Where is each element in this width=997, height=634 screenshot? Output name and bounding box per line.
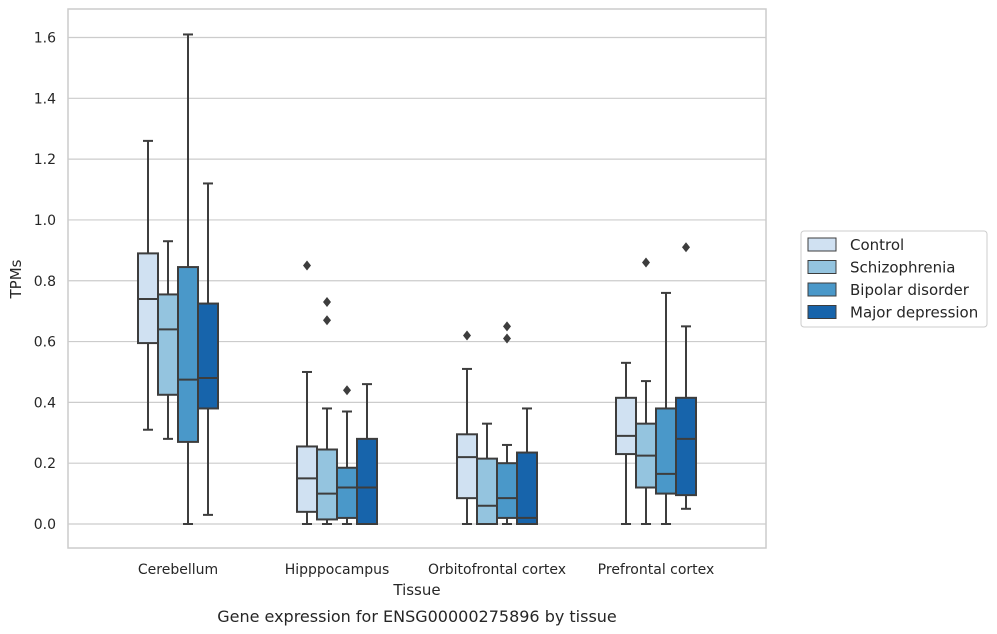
outlier-point bbox=[503, 321, 511, 332]
box-2-0 bbox=[177, 33, 199, 525]
outlier-point bbox=[303, 260, 311, 271]
x-tick-label: Cerebellum bbox=[138, 562, 218, 578]
y-tick-label: 0.6 bbox=[34, 335, 56, 351]
box-iqr bbox=[336, 466, 358, 519]
y-tick-label: 0.4 bbox=[34, 395, 56, 411]
x-tick-label: Hipppocampus bbox=[285, 562, 390, 578]
legend-label: Major depression bbox=[850, 304, 978, 322]
legend-label: Control bbox=[850, 236, 904, 254]
y-tick-label: 0.0 bbox=[34, 517, 56, 533]
outlier-point bbox=[503, 333, 511, 344]
legend-swatch bbox=[807, 282, 837, 297]
legend-label: Bipolar disorder bbox=[850, 281, 970, 299]
legend-swatch bbox=[807, 237, 837, 252]
box-2-3 bbox=[655, 291, 677, 525]
y-tick-label: 0.8 bbox=[34, 274, 56, 290]
y-tick-label: 0.2 bbox=[34, 456, 56, 472]
box-series bbox=[137, 33, 697, 526]
box-3-2 bbox=[516, 407, 538, 526]
box-3-0 bbox=[197, 182, 219, 516]
x-axis-ticks: Cerebellum Hipppocampus Orbitofrontal cort… bbox=[138, 562, 714, 578]
box-iqr bbox=[157, 293, 179, 396]
outlier-point bbox=[323, 315, 331, 326]
outlier-point bbox=[463, 330, 471, 341]
box-iqr bbox=[356, 437, 378, 525]
box-0-2 bbox=[456, 330, 478, 525]
outlier-point bbox=[323, 297, 331, 308]
y-tick-label: 1.6 bbox=[34, 31, 56, 47]
box-0-3 bbox=[615, 361, 637, 525]
y-axis-ticks: 0.0 0.2 0.4 0.6 0.8 1.0 1.2 1.4 1.6 bbox=[34, 31, 56, 534]
box-1-2 bbox=[476, 422, 498, 525]
y-tick-label: 1.2 bbox=[34, 152, 56, 168]
box-iqr bbox=[456, 433, 478, 500]
box-2-2 bbox=[496, 321, 518, 525]
y-tick-label: 1.4 bbox=[34, 91, 56, 107]
legend-swatch bbox=[807, 260, 837, 274]
plot-area-frame bbox=[67, 8, 767, 549]
box-1-3 bbox=[635, 257, 657, 525]
box-iqr bbox=[177, 266, 199, 443]
box-iqr bbox=[615, 396, 637, 456]
chart-caption: Gene expression for ENSG00000275896 by t… bbox=[217, 607, 617, 626]
box-1-1 bbox=[316, 297, 338, 525]
legend: Control Schizophrenia Bipolar disorder Majo… bbox=[800, 230, 988, 328]
box-iqr bbox=[476, 457, 498, 525]
y-axis-label: TPMs bbox=[7, 259, 25, 299]
box-iqr bbox=[655, 407, 677, 495]
legend-label: Schizophrenia bbox=[850, 259, 955, 277]
box-1-0 bbox=[157, 240, 179, 440]
box-3-3 bbox=[675, 242, 697, 510]
box-iqr bbox=[675, 396, 697, 497]
box-iqr bbox=[516, 451, 538, 526]
box-iqr bbox=[197, 302, 219, 410]
legend-swatch bbox=[807, 305, 837, 319]
outlier-point bbox=[343, 385, 351, 396]
x-axis-label: Tissue bbox=[392, 581, 440, 599]
box-3-1 bbox=[356, 383, 378, 525]
x-tick-label: Prefrontal cortex bbox=[598, 562, 715, 578]
box-0-0 bbox=[137, 139, 159, 431]
legend-frame bbox=[800, 230, 988, 328]
x-tick-label: Orbitofrontal cortex bbox=[428, 562, 566, 578]
outlier-point bbox=[682, 242, 690, 253]
box-2-1 bbox=[336, 385, 358, 525]
box-0-1 bbox=[296, 260, 318, 525]
y-tick-label: 1.0 bbox=[34, 213, 56, 229]
box-iqr bbox=[316, 448, 338, 521]
box-iqr bbox=[496, 462, 518, 519]
outlier-point bbox=[642, 257, 650, 268]
